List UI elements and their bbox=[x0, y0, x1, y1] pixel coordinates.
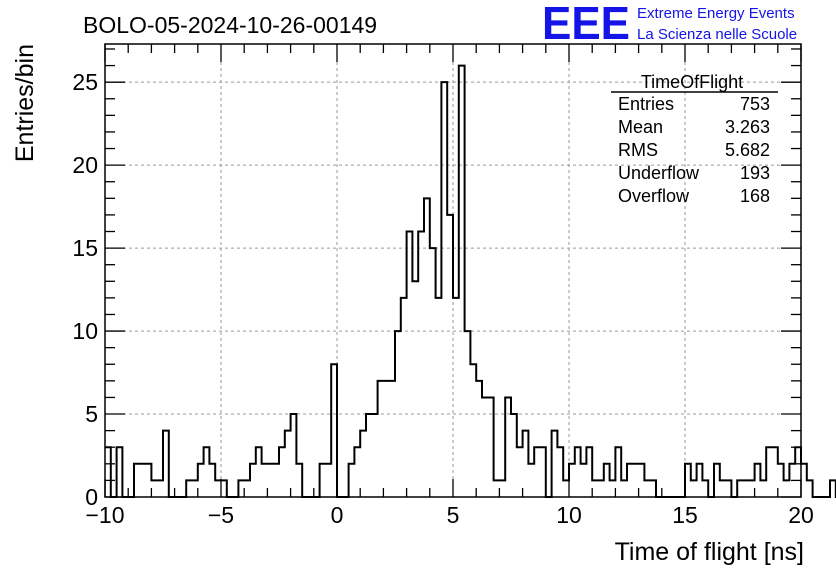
x-tick-label: 0 bbox=[331, 502, 344, 528]
stats-rows: Entries 753 Mean 3.263 RMS 5.682 Underflow 193 O… bbox=[618, 94, 770, 206]
chart-title: BOLO-05-2024-10-26-00149 bbox=[83, 12, 377, 38]
x-tick-label: 10 bbox=[556, 502, 582, 528]
logo-line-2: La Scienza nelle Scuole bbox=[637, 26, 797, 43]
y-tick-label: 20 bbox=[72, 152, 98, 178]
stats-label: RMS bbox=[618, 140, 658, 160]
stats-value: 753 bbox=[740, 94, 770, 114]
stats-value: 5.682 bbox=[725, 140, 770, 160]
eee-logo: EEE Extreme Energy Events La Scienza nel… bbox=[542, 0, 797, 49]
stats-value: 193 bbox=[740, 163, 770, 183]
stats-value: 3.263 bbox=[725, 117, 770, 137]
x-axis-label: Time of flight [ns] bbox=[615, 538, 804, 566]
y-tick-label: 5 bbox=[85, 401, 98, 427]
stats-title: TimeOfFlight bbox=[641, 72, 743, 92]
logo-line-1: Extreme Energy Events bbox=[637, 5, 795, 22]
stats-value: 168 bbox=[740, 186, 770, 206]
x-tick-labels: −10 −5 0 5 10 15 20 bbox=[85, 502, 813, 528]
y-tick-labels: 0 5 10 15 20 25 bbox=[72, 69, 98, 510]
stats-label: Mean bbox=[618, 117, 663, 137]
stats-label: Entries bbox=[618, 94, 674, 114]
stats-box: TimeOfFlight Entries 753 Mean 3.263 RMS 5.682… bbox=[611, 72, 778, 206]
x-tick-label: 15 bbox=[672, 502, 698, 528]
y-tick-label: 0 bbox=[85, 484, 98, 510]
y-tick-label: 15 bbox=[72, 235, 98, 261]
axis-ticks bbox=[104, 44, 802, 498]
stats-label: Overflow bbox=[618, 186, 690, 206]
y-tick-label: 10 bbox=[72, 318, 98, 344]
y-axis-label: Entries/bin bbox=[11, 44, 39, 162]
y-tick-label: 25 bbox=[72, 69, 98, 95]
x-tick-label: −10 bbox=[85, 502, 124, 528]
x-tick-label: 5 bbox=[447, 502, 460, 528]
x-tick-label: −5 bbox=[208, 502, 234, 528]
stats-label: Underflow bbox=[618, 163, 700, 183]
histogram-series bbox=[105, 64, 836, 498]
eee-logo-mark: EEE bbox=[542, 0, 630, 49]
x-tick-label: 20 bbox=[788, 502, 814, 528]
